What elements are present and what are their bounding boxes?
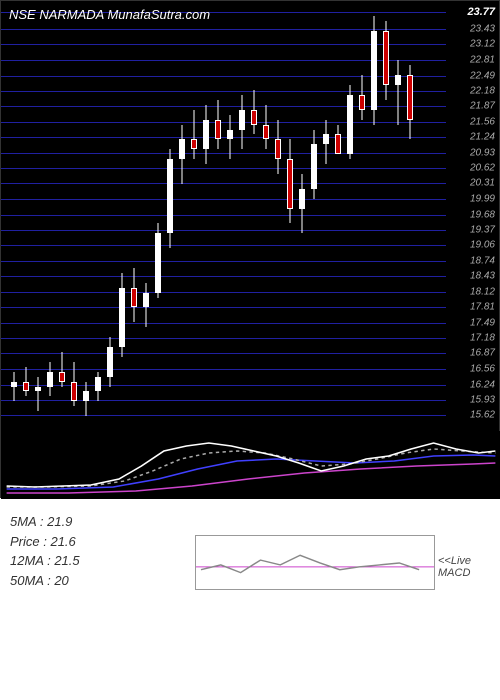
macd-panel[interactable]	[1, 431, 500, 499]
price-level-label: 16.87	[470, 348, 495, 359]
ma5-value: 21.9	[47, 512, 72, 532]
price-level-label: 18.12	[470, 286, 495, 297]
price-level-label: 20.31	[470, 178, 495, 189]
price-level-label: 17.18	[470, 333, 495, 344]
price-level-label: 19.99	[470, 194, 495, 205]
price-level-label: 20.93	[470, 147, 495, 158]
main-chart-container: NSE NARMADA MunafaSutra.com 23.77 23.43 23…	[0, 0, 500, 498]
macd-mini-chart	[195, 535, 435, 590]
price-level-label: 22.18	[470, 85, 495, 96]
price-level-label: 21.87	[470, 101, 495, 112]
price-chart[interactable]	[1, 1, 446, 431]
price-level-label: 23.12	[470, 39, 495, 50]
price-level-label: 16.56	[470, 363, 495, 374]
price-level-label: 20.62	[470, 163, 495, 174]
price-value: 21.6	[50, 532, 75, 552]
ma12-label: 12MA :	[10, 553, 51, 568]
chart-title: NSE NARMADA MunafaSutra.com	[9, 7, 210, 22]
price-level-label: 22.49	[470, 70, 495, 81]
macd-mini-label: <<Live MACD	[438, 555, 471, 579]
price-label: Price :	[10, 534, 47, 549]
price-level-label: 23.77	[467, 6, 495, 18]
ma50-value: 20	[54, 571, 68, 591]
price-level-label: 17.81	[470, 301, 495, 312]
price-level-label: 16.24	[470, 379, 495, 390]
price-level-label: 15.62	[470, 410, 495, 421]
ma5-label: 5MA :	[10, 514, 43, 529]
ma12-value: 21.5	[54, 551, 79, 571]
ma5-row: 5MA : 21.9	[10, 512, 490, 532]
price-level-label: 19.06	[470, 240, 495, 251]
price-level-label: 22.81	[470, 54, 495, 65]
price-level-label: 19.37	[470, 224, 495, 235]
price-level-label: 18.74	[470, 255, 495, 266]
price-level-label: 21.56	[470, 116, 495, 127]
price-level-label: 21.24	[470, 132, 495, 143]
price-level-label: 19.68	[470, 209, 495, 220]
price-level-label: 15.93	[470, 394, 495, 405]
price-level-label: 18.43	[470, 271, 495, 282]
info-panel: 5MA : 21.9 Price : 21.6 12MA : 21.5 50MA…	[0, 500, 500, 700]
price-level-label: 17.49	[470, 317, 495, 328]
ma50-label: 50MA :	[10, 573, 51, 588]
price-level-label: 23.43	[470, 24, 495, 35]
